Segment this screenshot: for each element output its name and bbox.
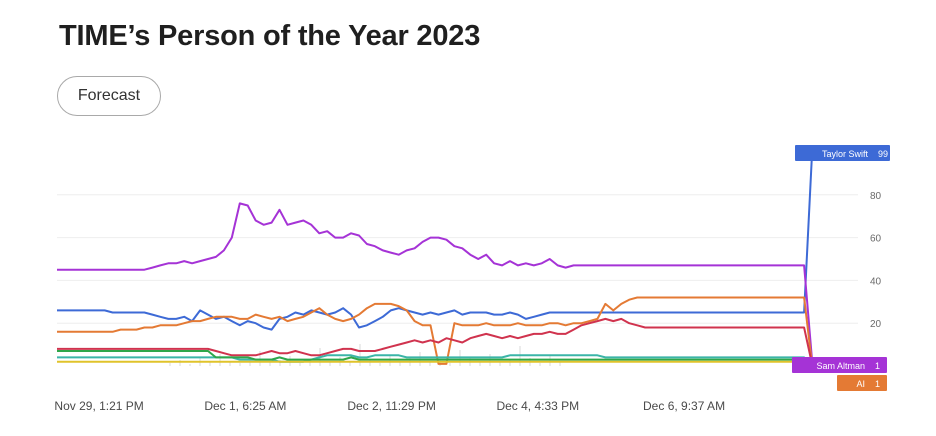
y-tick-label: 20 [870, 319, 882, 330]
end-tag-box [792, 357, 887, 373]
series-line-unnamed-6 [57, 360, 813, 365]
end-tag-sam-altman: Sam Altman 1 [792, 357, 887, 373]
y-tick-label: 40 [870, 276, 882, 287]
end-tag-box [795, 145, 890, 161]
x-tick-label: Dec 1, 6:25 AM [204, 399, 286, 413]
y-axis-ticks: 20 40 60 80 [870, 191, 882, 330]
x-tick-label: Dec 4, 4:33 PM [496, 399, 579, 413]
forecast-tab[interactable]: Forecast [57, 76, 161, 116]
series-line-ai [57, 350, 813, 365]
series-line-unnamed-1 [57, 202, 813, 360]
series-line-taylor-swift [57, 154, 813, 331]
x-tick-label: Dec 6, 9:37 AM [643, 399, 725, 413]
chart-title: TIME’s Person of the Year 2023 [59, 20, 481, 52]
grid-lines [57, 194, 858, 324]
end-tag-label: AI [856, 379, 865, 389]
y-tick-label: 60 [870, 234, 882, 245]
end-tag-value: 99 [878, 149, 888, 159]
end-tag-value: 1 [875, 361, 880, 371]
x-tick-label: Nov 29, 1:21 PM [54, 399, 143, 413]
series-line-unnamed-3 [57, 317, 813, 365]
end-tag-ai: AI 1 [837, 375, 887, 391]
end-tag-value: 1 [875, 379, 880, 389]
y-tick-label: 80 [870, 191, 882, 202]
series-lines [57, 154, 813, 365]
end-tag-taylor-swift: Taylor Swift 99 [795, 145, 890, 161]
x-axis-ticks: Nov 29, 1:21 PM Dec 1, 6:25 AM Dec 2, 11:2… [54, 399, 725, 413]
end-tags: Taylor Swift 99 Sam Altman 1 AI 1 [792, 145, 890, 391]
end-tag-box [837, 375, 887, 391]
series-line-unnamed-2 [57, 296, 813, 365]
x-tick-label: Dec 2, 11:29 PM [347, 399, 436, 413]
end-tag-label: Sam Altman [816, 361, 865, 371]
end-tag-label: Taylor Swift [822, 149, 869, 159]
series-line-sam-altman [57, 354, 813, 365]
